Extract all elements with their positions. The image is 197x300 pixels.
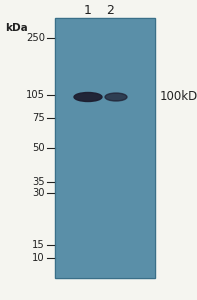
Text: kDa: kDa (5, 23, 28, 33)
Text: 35: 35 (32, 177, 45, 187)
Text: 10: 10 (32, 253, 45, 263)
Text: 50: 50 (32, 143, 45, 153)
Text: 15: 15 (32, 240, 45, 250)
Bar (55, 18, 155, 278)
Text: 30: 30 (33, 188, 45, 198)
Ellipse shape (105, 93, 127, 101)
Text: 2: 2 (106, 4, 114, 16)
Text: 250: 250 (26, 33, 45, 43)
Text: 75: 75 (32, 113, 45, 123)
Text: 105: 105 (26, 90, 45, 100)
Bar (55, 18, 155, 278)
Text: 1: 1 (84, 4, 92, 16)
Ellipse shape (74, 92, 102, 101)
Text: 100kDa: 100kDa (160, 91, 197, 103)
